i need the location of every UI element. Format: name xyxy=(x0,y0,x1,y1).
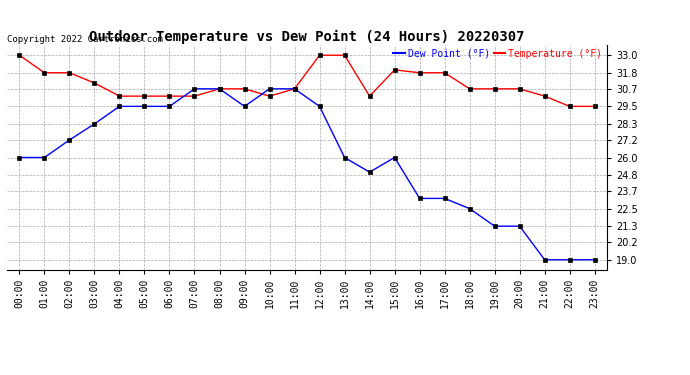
Text: Copyright 2022 Cartronics.com: Copyright 2022 Cartronics.com xyxy=(7,35,163,44)
Legend: Dew Point (°F), Temperature (°F): Dew Point (°F), Temperature (°F) xyxy=(393,49,602,59)
Title: Outdoor Temperature vs Dew Point (24 Hours) 20220307: Outdoor Temperature vs Dew Point (24 Hou… xyxy=(89,30,525,44)
